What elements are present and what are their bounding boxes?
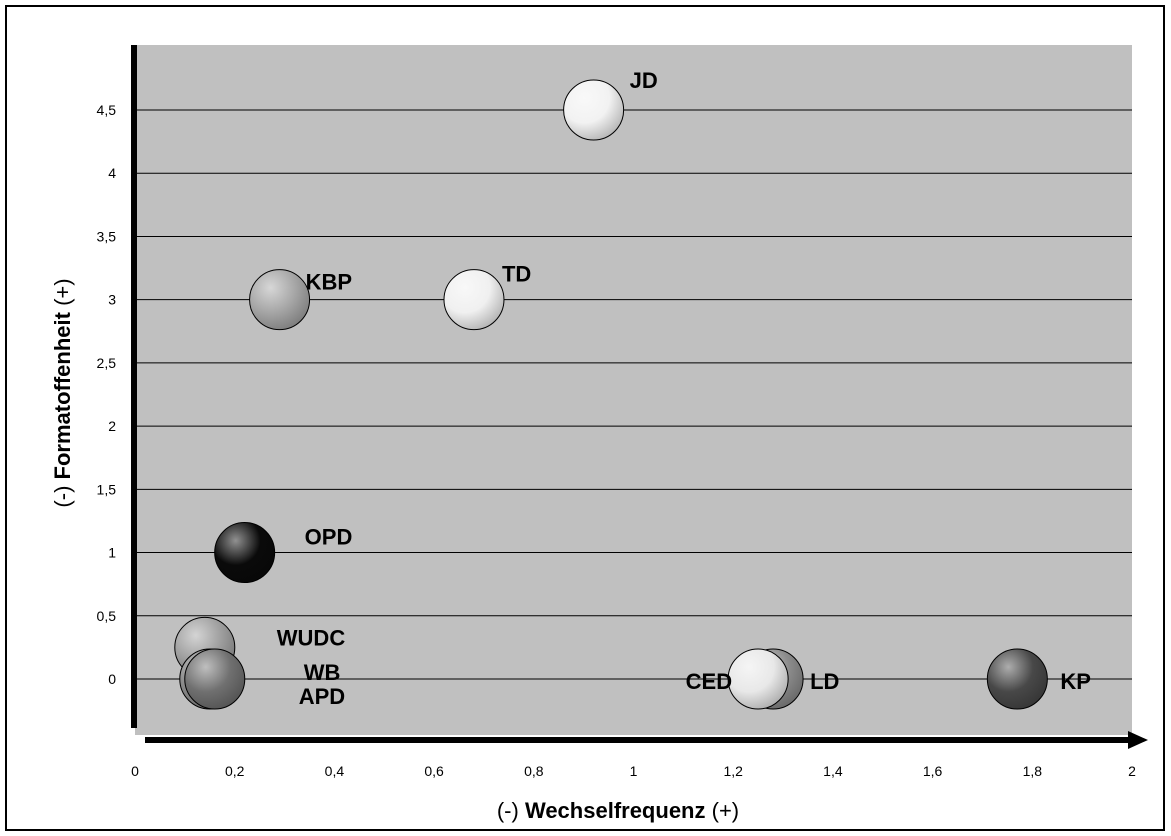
y-tick-label: 1,5	[97, 481, 117, 497]
x-tick-label: 0,4	[325, 763, 345, 779]
bubble-jd	[563, 79, 625, 141]
x-tick-label: 1,2	[723, 763, 743, 779]
x-tick-label: 1,4	[823, 763, 843, 779]
x-tick-label: 0	[131, 763, 139, 779]
x-tick-label: 0,6	[424, 763, 444, 779]
y-tick-label: 1	[108, 545, 116, 561]
y-tick-label: 3,5	[97, 228, 117, 244]
x-tick-label: 0,2	[225, 763, 245, 779]
bubble-label-kp: KP	[1060, 669, 1091, 694]
bubble-label-ced: CED	[686, 669, 732, 694]
y-tick-label: 4	[108, 165, 116, 181]
plot-area	[135, 45, 1132, 735]
y-axis-title: (-) Formatoffenheit (+)	[50, 278, 75, 507]
bubble-label-ld: LD	[810, 669, 839, 694]
y-tick-label: 0,5	[97, 608, 117, 624]
bubble-opd	[214, 522, 276, 584]
y-tick-label: 0	[108, 671, 116, 687]
x-axis-arrow	[1128, 731, 1148, 749]
bubble-label-opd: OPD	[305, 525, 353, 550]
x-tick-label: 2	[1128, 763, 1136, 779]
y-tick-labels: 0 0,5 1 1,5 2 2,5 3 3,5 4 4,5	[97, 102, 117, 687]
bubble-label-wb: WB	[304, 660, 341, 685]
x-tick-label: 1,6	[923, 763, 943, 779]
x-axis-line	[145, 737, 1130, 743]
y-tick-label: 2	[108, 418, 116, 434]
bubble-kbp	[249, 269, 311, 331]
bubble-label-jd: JD	[630, 68, 658, 93]
bubble-label-kbp: KBP	[306, 270, 352, 295]
x-tick-label: 1,8	[1023, 763, 1043, 779]
y-tick-label: 3	[108, 292, 116, 308]
bubble-apd	[184, 648, 246, 710]
axes	[131, 45, 1148, 749]
bubble-td	[443, 269, 505, 331]
bubble-label-apd: APD	[299, 684, 345, 709]
bubble-label-wudc: WUDC	[277, 625, 346, 650]
bubble-ced	[727, 648, 789, 710]
x-tick-labels: 0 0,2 0,4 0,6 0,8 1 1,2 1,4 1,6 1,8 2	[131, 763, 1136, 779]
bubble-kp	[986, 648, 1048, 710]
bubble-label-td: TD	[502, 262, 531, 287]
y-axis-line	[131, 45, 137, 728]
y-tick-label: 4,5	[97, 102, 117, 118]
x-tick-label: 0,8	[524, 763, 544, 779]
y-tick-label: 2,5	[97, 355, 117, 371]
x-tick-label: 1	[630, 763, 638, 779]
x-axis-title: (-) Wechselfrequenz (+)	[497, 798, 739, 823]
bubbles	[174, 79, 1048, 710]
